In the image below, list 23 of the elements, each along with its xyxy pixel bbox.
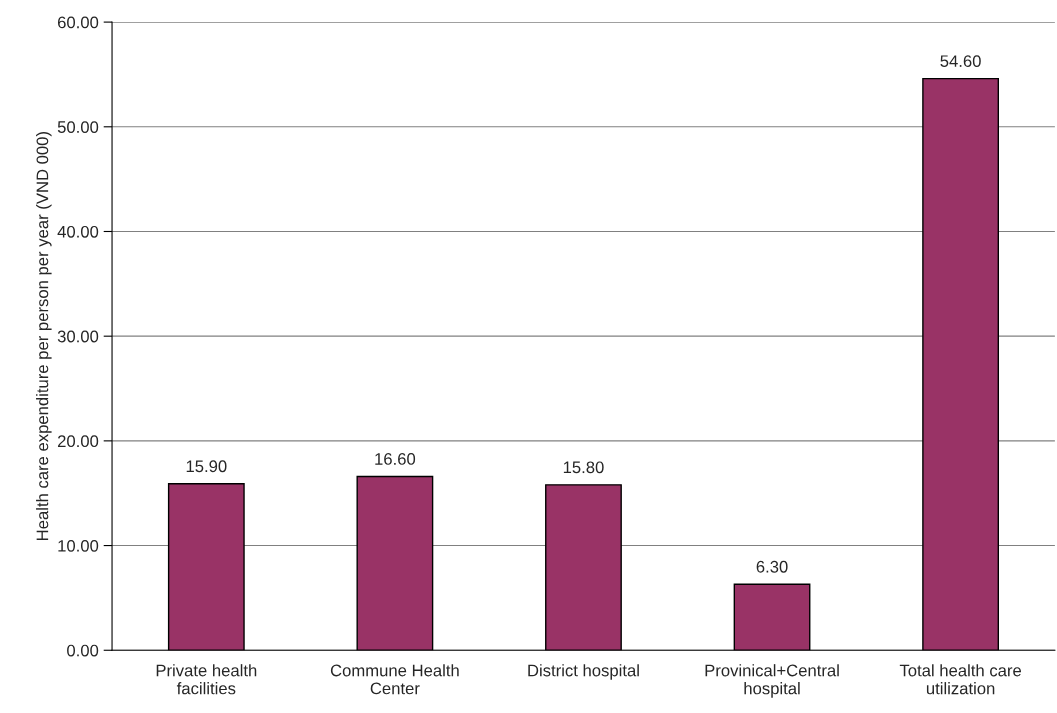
x-tick-label: Provinical+Central hospital: [705, 664, 839, 698]
bar: [356, 475, 434, 651]
y-tick-label: 20.00: [57, 435, 99, 448]
x-tick-label: Private health facilities: [156, 664, 257, 695]
data-label: 15.90: [186, 460, 227, 473]
y-tick-label: 30.00: [57, 330, 99, 343]
x-tick-label: Commune Health Center: [330, 664, 459, 695]
x-tick-label: Total health care utilization: [899, 664, 1022, 695]
data-label: 16.60: [375, 453, 416, 465]
y-tick-label: 10.00: [58, 539, 99, 552]
bar: [545, 484, 622, 651]
data-label: 15.80: [563, 461, 604, 474]
bar: [733, 583, 811, 651]
bar: [167, 483, 245, 651]
y-axis-title: Health care expenditure per person per year (VND 000): [36, 132, 52, 540]
x-tick-label: District hospital: [528, 664, 639, 680]
y-tick-label: 40.00: [57, 225, 99, 238]
y-tick-label: 0.00: [67, 644, 99, 657]
data-label: 54.60: [940, 55, 981, 68]
bar: [922, 77, 1000, 651]
data-label: 6.30: [756, 560, 788, 573]
y-tick-label: 50.00: [57, 121, 99, 133]
y-tick-label: 60.00: [57, 16, 99, 29]
